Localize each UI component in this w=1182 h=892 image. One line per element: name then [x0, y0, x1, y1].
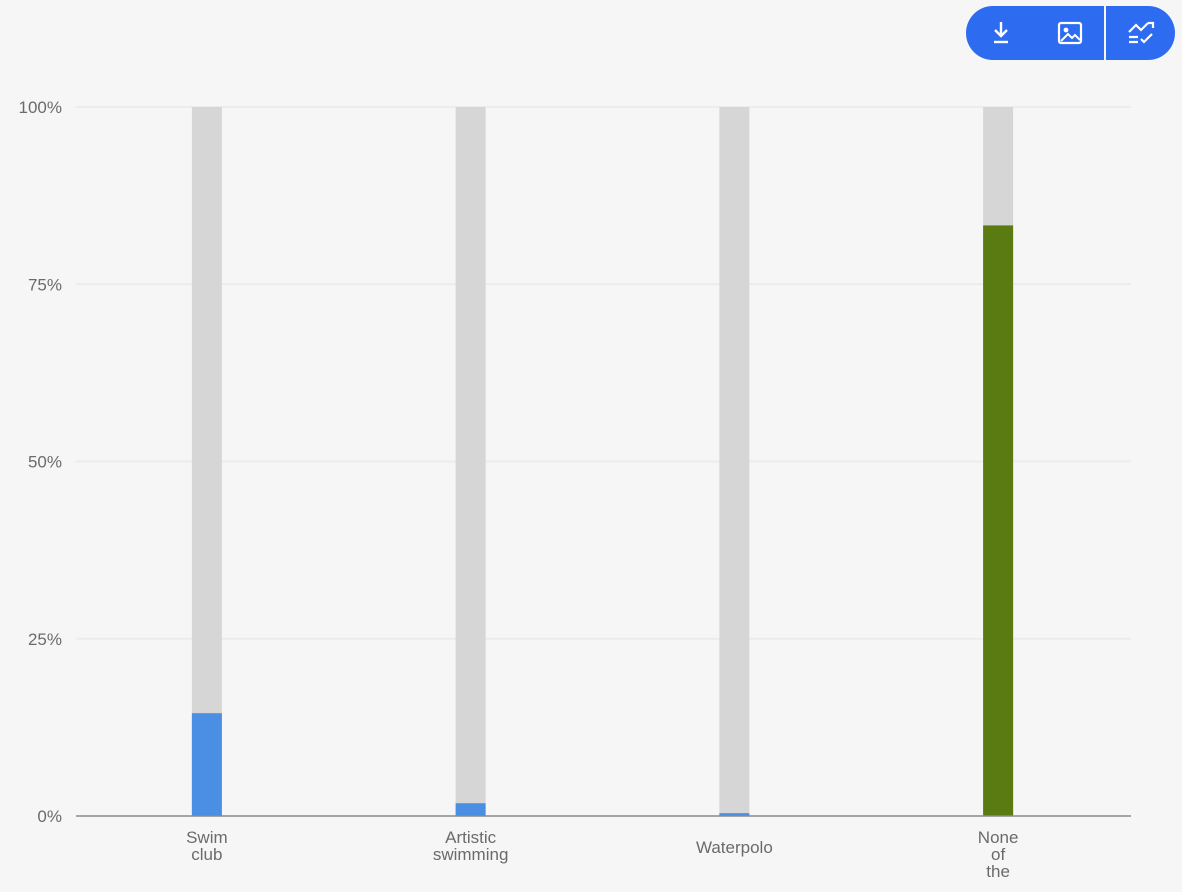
y-tick-label: 50% [28, 453, 62, 472]
y-tick-label: 100% [19, 98, 62, 117]
bar-background [455, 107, 486, 816]
x-tick-label: of [991, 845, 1005, 864]
chart-settings-button[interactable] [1106, 6, 1175, 60]
x-tick-label: club [191, 845, 222, 864]
bar-background [191, 107, 222, 816]
download-button[interactable] [966, 6, 1036, 60]
y-tick-label: 25% [28, 630, 62, 649]
chart-toolbar [966, 6, 1175, 60]
bar [983, 225, 1014, 816]
image-icon [1057, 21, 1083, 45]
y-tick-label: 0% [37, 807, 62, 826]
toolbar-separator [1104, 6, 1106, 60]
x-tick-label: Swim [186, 828, 228, 847]
bar [191, 713, 222, 816]
x-tick-label: swimming [433, 845, 509, 864]
y-tick-label: 75% [28, 275, 62, 294]
save-image-button[interactable] [1036, 6, 1104, 60]
x-tick-label: the [986, 862, 1010, 881]
x-tick-label: Artistic [445, 828, 497, 847]
bar [719, 813, 750, 816]
chart-settings-icon [1127, 21, 1154, 44]
bar-background [719, 107, 750, 816]
x-tick-label: Waterpolo [696, 838, 773, 857]
download-icon [994, 22, 1008, 44]
x-tick-label: None [978, 828, 1019, 847]
bar [455, 803, 486, 816]
